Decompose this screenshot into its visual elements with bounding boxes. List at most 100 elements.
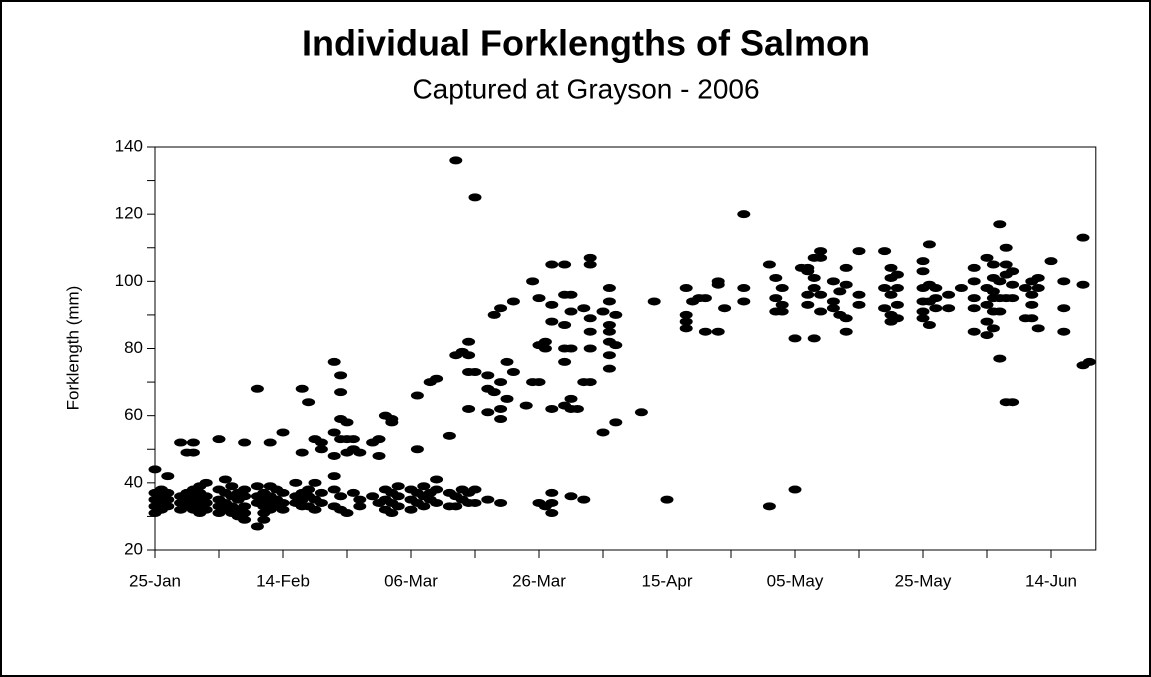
point <box>852 300 866 309</box>
point <box>417 502 431 511</box>
point <box>494 415 508 424</box>
point <box>814 307 828 316</box>
point <box>327 357 341 366</box>
point <box>1006 280 1020 289</box>
point <box>238 502 252 511</box>
point <box>839 327 853 336</box>
point <box>839 263 853 272</box>
point <box>769 294 783 303</box>
point <box>916 314 930 323</box>
point <box>839 280 853 289</box>
point <box>769 273 783 282</box>
point <box>852 247 866 256</box>
point <box>711 327 725 336</box>
point <box>225 482 239 491</box>
point <box>532 378 546 387</box>
point <box>577 495 591 504</box>
point <box>1057 304 1071 313</box>
point <box>583 253 597 262</box>
point <box>462 404 476 413</box>
point <box>852 290 866 299</box>
point <box>890 284 904 293</box>
point <box>346 488 360 497</box>
point <box>826 277 840 286</box>
x-tick-label: 05-May <box>767 571 824 590</box>
point <box>583 327 597 336</box>
point <box>545 317 559 326</box>
point <box>302 398 316 407</box>
point <box>276 428 290 437</box>
chart-subtitle: Captured at Grayson - 2006 <box>412 73 759 104</box>
point <box>250 482 264 491</box>
point <box>161 502 175 511</box>
point <box>942 304 956 313</box>
point <box>564 307 578 316</box>
point <box>878 304 892 313</box>
point <box>366 492 380 501</box>
point <box>186 438 200 447</box>
point <box>295 384 309 393</box>
point <box>174 438 188 447</box>
point <box>718 304 732 313</box>
point <box>276 488 290 497</box>
y-tick-label: 140 <box>115 136 143 155</box>
point <box>385 418 399 427</box>
point <box>372 435 386 444</box>
point <box>564 394 578 403</box>
point <box>1057 327 1071 336</box>
point <box>276 498 290 507</box>
point <box>327 451 341 460</box>
point <box>340 509 354 518</box>
point <box>468 193 482 202</box>
point <box>238 509 252 518</box>
point <box>212 435 226 444</box>
point <box>986 324 1000 333</box>
point <box>238 515 252 524</box>
point <box>596 307 610 316</box>
point <box>1006 398 1020 407</box>
point <box>410 391 424 400</box>
point <box>609 310 623 319</box>
point <box>238 438 252 447</box>
point <box>884 263 898 272</box>
point <box>1031 284 1045 293</box>
point <box>506 297 520 306</box>
point <box>801 300 815 309</box>
point <box>481 495 495 504</box>
point <box>308 505 322 514</box>
point <box>737 284 751 293</box>
point <box>814 290 828 299</box>
point <box>449 156 463 165</box>
point <box>814 253 828 262</box>
point <box>289 478 303 487</box>
point <box>564 290 578 299</box>
point <box>532 294 546 303</box>
point <box>314 498 328 507</box>
point <box>993 307 1007 316</box>
point <box>327 428 341 437</box>
point <box>1082 357 1096 366</box>
point <box>238 485 252 494</box>
point <box>609 341 623 350</box>
y-tick-label: 100 <box>115 271 143 290</box>
point <box>558 357 572 366</box>
point <box>430 498 444 507</box>
point <box>519 401 533 410</box>
point <box>967 304 981 313</box>
x-tick-label: 25-Jan <box>129 571 181 590</box>
point <box>980 317 994 326</box>
point <box>826 304 840 313</box>
point <box>583 260 597 269</box>
point <box>506 368 520 377</box>
point <box>314 445 328 454</box>
point <box>634 408 648 417</box>
point <box>679 324 693 333</box>
point <box>942 290 956 299</box>
point <box>148 465 162 474</box>
point <box>833 287 847 296</box>
point <box>558 320 572 329</box>
point <box>372 451 386 460</box>
point <box>993 354 1007 363</box>
point <box>500 394 514 403</box>
